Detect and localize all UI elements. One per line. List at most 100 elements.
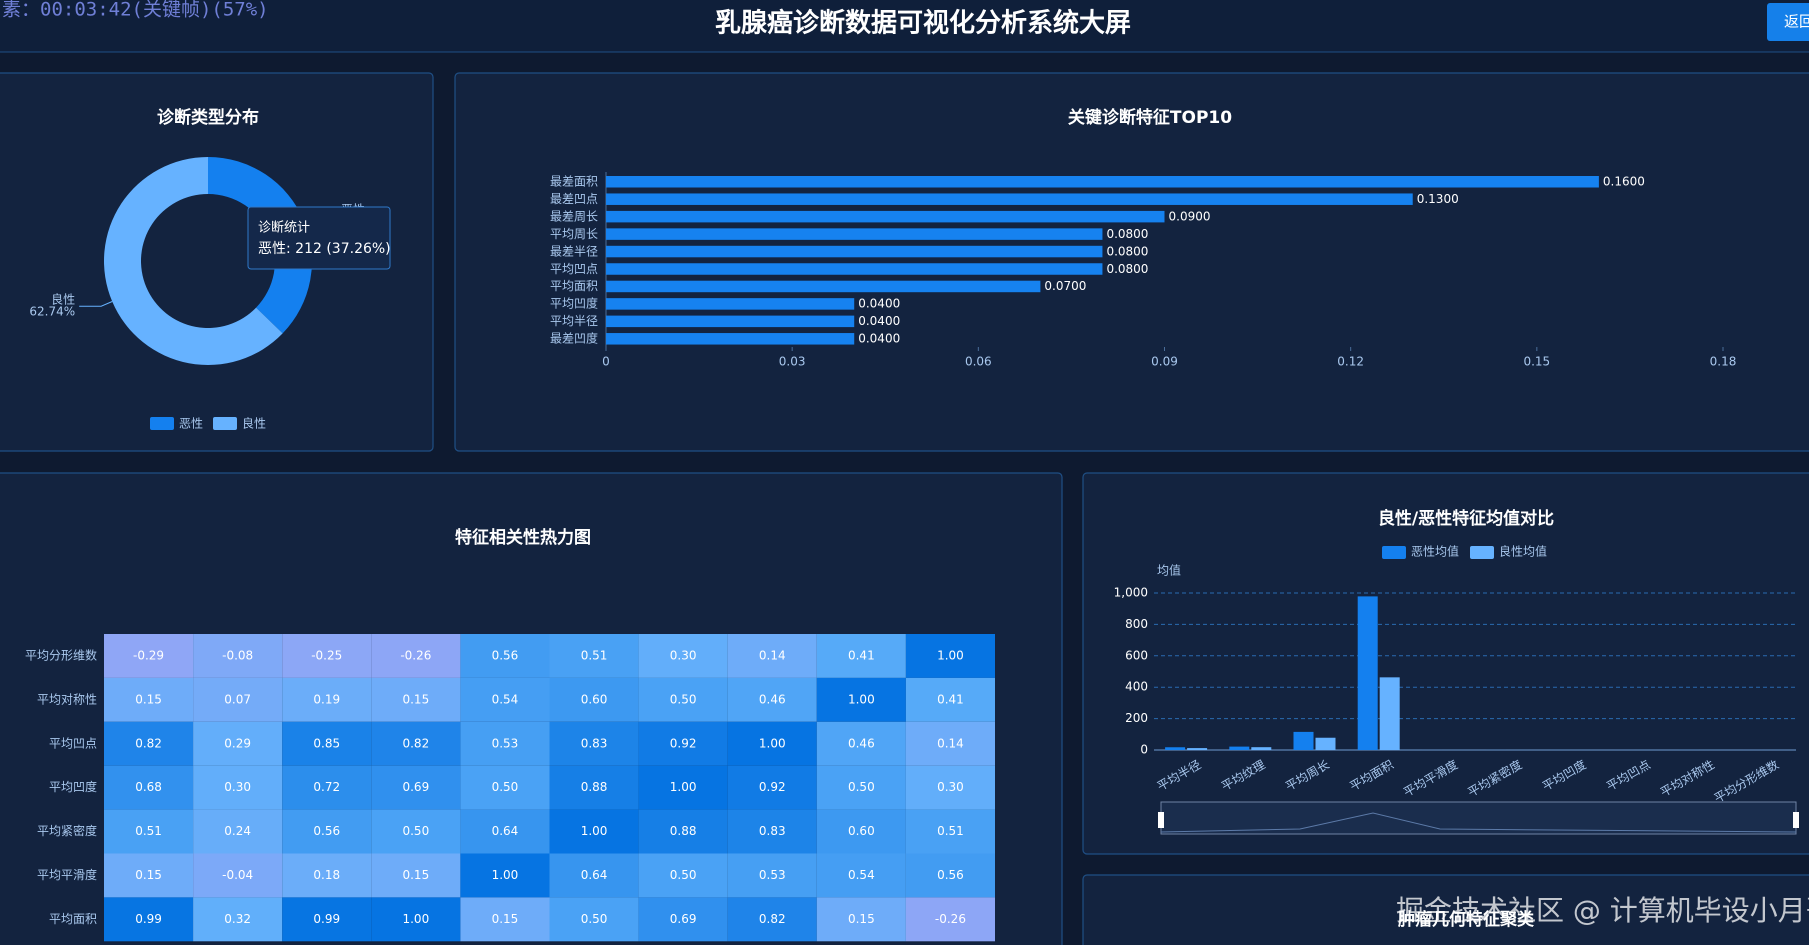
heat-cell (193, 853, 283, 898)
data-label: 0.0900 (1169, 209, 1211, 223)
panel (1082, 472, 1809, 855)
legend-swatch (1382, 546, 1406, 559)
y-tick-label: 平均凹点 (49, 736, 97, 750)
y-axis-label: 均值 (1157, 563, 1181, 578)
data-label: 0.0700 (1044, 279, 1086, 293)
slider-track (1160, 801, 1797, 835)
heat-cell (282, 677, 372, 722)
heat-cell (905, 853, 995, 898)
x-tick-label: 0.06 (965, 355, 992, 369)
heat-cell (816, 809, 906, 854)
y-tick-label: 平均凹度 (550, 296, 598, 311)
heat-cell (371, 765, 461, 810)
legend-label: 恶性均值 (1411, 544, 1459, 559)
cell-label: -0.25 (311, 648, 342, 662)
y-tick-label: 最差面积 (550, 175, 598, 189)
bar (606, 298, 855, 310)
cell-label: 0.56 (492, 648, 519, 662)
return-button-label[interactable]: 返回 (1784, 13, 1809, 31)
bar (606, 280, 1041, 293)
legend-swatch (150, 417, 174, 430)
cell-label: -0.26 (400, 648, 431, 662)
bar (606, 228, 1103, 240)
cell-label: -0.26 (935, 912, 966, 926)
cell-label: 0.41 (848, 648, 875, 662)
y-tick-label: 平均周长 (550, 227, 598, 241)
data-label: 0.0400 (858, 314, 900, 328)
heat-cell (282, 897, 372, 942)
watermark: 掘金技术社区 @ 计算机毕设小月哥 (1396, 894, 1809, 927)
slider-handle[interactable] (1793, 812, 1799, 828)
cell-label: 0.83 (759, 824, 786, 838)
heat-cell (193, 765, 283, 810)
cell-label: 0.51 (937, 824, 964, 838)
data-label: 0.1300 (1417, 192, 1459, 206)
heat-cell (727, 897, 817, 942)
heat-cell (104, 721, 194, 766)
heat-cell (549, 721, 639, 766)
overlay-text: 素：00:03:42(关键帧)(57%) (2, 0, 269, 21)
data-label: 0.0800 (1106, 262, 1148, 276)
cell-label: 0.50 (402, 824, 429, 838)
panel-title: 肿瘤几何特征聚类 (1398, 909, 1535, 930)
cell-label: -0.04 (222, 868, 253, 882)
heat-cell (905, 634, 995, 678)
cell-label: 0.69 (670, 912, 697, 926)
cell-label: 1.00 (581, 824, 608, 838)
bar (1165, 747, 1186, 750)
cell-label: 1.00 (848, 692, 875, 706)
heat-cell (193, 634, 283, 678)
cell-label: 0.51 (135, 824, 162, 838)
legend-swatch (1470, 546, 1494, 559)
cell-label: 0.50 (581, 912, 608, 926)
y-tick-label: 600 (1125, 648, 1148, 662)
cell-label: 0.60 (848, 824, 875, 838)
cell-label: 0.60 (581, 692, 608, 706)
y-tick-label: 平均分形维数 (25, 647, 97, 662)
cell-label: 0.82 (135, 736, 162, 750)
heat-cell (816, 897, 906, 942)
slice-value-label: 62.74% (29, 305, 75, 319)
tooltip-box (247, 206, 391, 270)
heat-cell (549, 853, 639, 898)
cell-label: 1.00 (759, 736, 786, 750)
pie-slice (208, 157, 312, 334)
heat-cell (549, 677, 639, 722)
heat-cell (638, 721, 728, 766)
slider-handle[interactable] (1158, 812, 1164, 828)
heat-cell (104, 765, 194, 810)
x-tick-label: 0 (602, 355, 610, 369)
cell-label: -0.29 (133, 648, 164, 662)
heat-cell (460, 897, 550, 942)
cell-label: 0.51 (581, 648, 608, 662)
cell-label: 0.69 (402, 780, 429, 794)
cell-label: 0.54 (848, 868, 875, 882)
cell-label: 0.24 (224, 824, 251, 838)
chart-title: 诊断类型分布 (157, 107, 259, 128)
cell-label: 0.82 (402, 736, 429, 750)
y-tick-label: 最差周长 (550, 209, 598, 223)
bar (1229, 746, 1250, 750)
bar (1187, 748, 1208, 750)
cell-label: 0.68 (135, 780, 162, 794)
x-tick-label: 0.12 (1337, 355, 1364, 369)
cell-label: 1.00 (402, 912, 429, 926)
heat-cell (549, 809, 639, 854)
data-label: 0.0400 (858, 297, 900, 311)
return-button[interactable] (1767, 3, 1809, 41)
heat-cell (549, 765, 639, 810)
heat-cell (371, 721, 461, 766)
heat-cell (638, 897, 728, 942)
data-label: 0.0800 (1106, 244, 1148, 258)
cell-label: 0.19 (313, 692, 340, 706)
heat-cell (727, 677, 817, 722)
heat-cell (816, 721, 906, 766)
y-tick-label: 平均平滑度 (37, 867, 97, 882)
cell-label: 0.30 (937, 780, 964, 794)
heat-cell (282, 721, 372, 766)
tooltip: 诊断统计 恶性: 212 (37.26%) (247, 206, 391, 270)
heat-cell (460, 721, 550, 766)
chart-title: 特征相关性热力图 (455, 527, 591, 548)
y-tick-label: 200 (1125, 711, 1148, 725)
